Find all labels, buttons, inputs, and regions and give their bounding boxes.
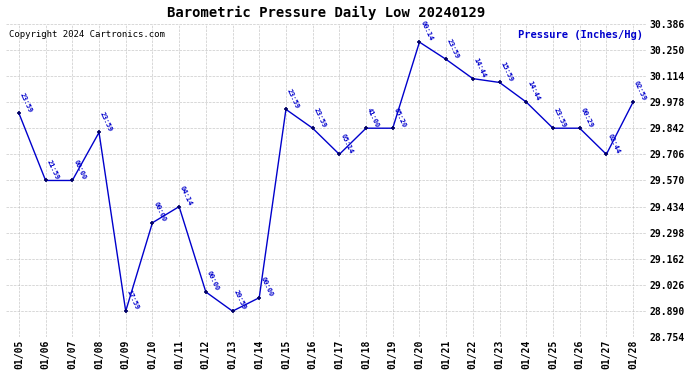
Text: 14:44: 14:44 xyxy=(473,57,487,79)
Text: 02:44: 02:44 xyxy=(607,132,621,154)
Point xyxy=(40,177,51,183)
Text: 00:00: 00:00 xyxy=(72,159,87,180)
Point xyxy=(67,177,78,183)
Point xyxy=(227,308,238,314)
Text: 20:59: 20:59 xyxy=(233,290,247,311)
Text: 00:29: 00:29 xyxy=(580,106,594,128)
Point xyxy=(414,39,425,45)
Text: 05:14: 05:14 xyxy=(339,132,354,154)
Point xyxy=(387,125,398,131)
Point xyxy=(521,99,532,105)
Point xyxy=(441,56,452,62)
Text: 00:00: 00:00 xyxy=(259,276,274,298)
Text: 21:59: 21:59 xyxy=(46,159,60,180)
Point xyxy=(574,125,585,131)
Title: Barometric Pressure Daily Low 20240129: Barometric Pressure Daily Low 20240129 xyxy=(167,6,485,20)
Point xyxy=(547,125,558,131)
Text: 23:59: 23:59 xyxy=(286,88,300,109)
Text: 15:59: 15:59 xyxy=(500,61,514,82)
Text: 17:59: 17:59 xyxy=(126,290,140,311)
Text: Pressure (Inches/Hg): Pressure (Inches/Hg) xyxy=(518,30,643,40)
Text: 00:14: 00:14 xyxy=(420,20,434,42)
Point xyxy=(147,220,158,226)
Text: 23:59: 23:59 xyxy=(99,111,113,132)
Text: 04:14: 04:14 xyxy=(179,185,193,207)
Text: 65:20: 65:20 xyxy=(393,106,407,128)
Text: 00:00: 00:00 xyxy=(206,270,220,292)
Point xyxy=(494,80,505,86)
Text: Copyright 2024 Cartronics.com: Copyright 2024 Cartronics.com xyxy=(9,30,165,39)
Point xyxy=(280,106,291,112)
Point xyxy=(360,125,371,131)
Point xyxy=(13,110,24,116)
Point xyxy=(254,295,265,301)
Text: 23:59: 23:59 xyxy=(553,106,567,128)
Point xyxy=(467,76,478,82)
Text: 02:59: 02:59 xyxy=(633,80,647,102)
Text: 14:44: 14:44 xyxy=(526,80,541,102)
Point xyxy=(334,152,345,157)
Text: 23:59: 23:59 xyxy=(313,106,327,128)
Text: 23:59: 23:59 xyxy=(446,38,460,59)
Point xyxy=(627,99,638,105)
Text: 23:59: 23:59 xyxy=(19,92,33,113)
Point xyxy=(93,129,104,135)
Text: 00:00: 00:00 xyxy=(152,201,167,223)
Point xyxy=(307,125,318,131)
Point xyxy=(120,308,131,314)
Text: 41:00: 41:00 xyxy=(366,106,380,128)
Point xyxy=(174,204,185,210)
Point xyxy=(200,289,211,295)
Point xyxy=(601,152,612,157)
